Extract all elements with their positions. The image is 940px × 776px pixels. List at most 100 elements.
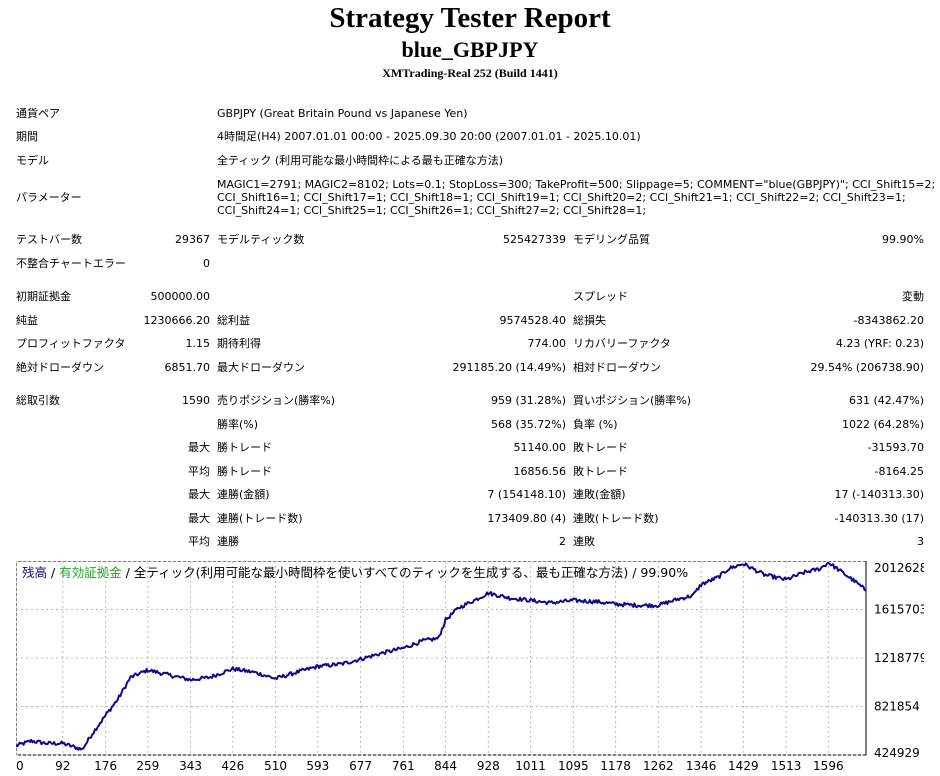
average-word: 平均 <box>188 465 210 478</box>
gross-profit-label: 総利益 <box>217 314 250 327</box>
bars-value: 29367 <box>175 233 210 246</box>
net-profit-value: 1230666.20 <box>143 314 210 327</box>
average-profit-value: 16856.56 <box>513 465 567 478</box>
relative-drawdown-value: 29.54% (206738.90) <box>810 361 924 374</box>
x-tick-label: 176 <box>94 759 117 773</box>
consecutive-wins-count-label: 連勝(トレード数) <box>217 512 303 525</box>
x-tick-label: 1178 <box>600 759 631 773</box>
consecutive-losses-count-value: -140313.30 (17) <box>834 512 924 525</box>
consecutive-losses-count-label: 連敗(トレード数) <box>573 512 659 525</box>
x-tick-label: 1346 <box>686 759 717 773</box>
average-loss-value: -8164.25 <box>874 465 924 478</box>
loss-trades-label: 負率 (%) <box>573 418 618 431</box>
balance-line <box>16 561 867 751</box>
period-label: 期間 <box>16 130 38 143</box>
x-tick-label: 92 <box>55 759 70 773</box>
legend-description: 全ティック(利用可能な最小時間枠を使いすべてのティックを生成する、最も正確な方法… <box>133 565 689 580</box>
largest-loss-label: 敗トレード <box>573 441 628 454</box>
x-tick-label: 1095 <box>558 759 589 773</box>
symbol-label: 通貨ペア <box>16 107 60 120</box>
ticks-label: モデルティック数 <box>217 233 305 246</box>
largest-loss-value: -31593.70 <box>867 441 924 454</box>
average-profit-label: 勝トレード <box>217 465 272 478</box>
ea-name: blue_GBPJPY <box>401 37 539 62</box>
params-label: パラメーター <box>16 191 82 204</box>
total-trades-label: 総取引数 <box>16 394 60 407</box>
expected-payoff-label: 期待利得 <box>217 337 261 350</box>
balance-chart-svg: 2012628 1615703 1218779 821854 424929 0 92 176… <box>16 561 924 773</box>
model-value: 全ティック (利用可能な最小時間枠による最も正確な方法) <box>217 154 504 167</box>
gross-loss-value: -8343862.20 <box>853 314 924 327</box>
gross-loss-label: 総損失 <box>573 314 606 327</box>
x-tick-label: 928 <box>477 759 500 773</box>
maximal-drawdown-value: 291185.20 (14.49%) <box>452 361 566 374</box>
x-tick-label: 1429 <box>728 759 759 773</box>
long-positions-value: 631 (42.47%) <box>848 394 924 407</box>
maximal-word: 最大 <box>188 512 210 525</box>
y-axis-ticks: 2012628 1615703 1218779 821854 424929 <box>874 561 924 760</box>
params-line: MAGIC1=2791; MAGIC2=8102; Lots=0.1; Stop… <box>217 178 936 191</box>
symbol-value: GBPJPY (Great Britain Pound vs Japanese … <box>217 107 468 120</box>
x-tick-label: 426 <box>221 759 244 773</box>
x-tick-label: 343 <box>179 759 202 773</box>
legend-equity: 有効証拠金 <box>59 565 122 580</box>
y-tick-label: 821854 <box>874 700 920 714</box>
params-value: MAGIC1=2791; MAGIC2=8102; Lots=0.1; Stop… <box>217 178 936 217</box>
x-tick-label: 677 <box>349 759 372 773</box>
absolute-drawdown-value: 6851.70 <box>164 361 211 374</box>
average-consecutive-word: 平均 <box>188 535 210 548</box>
x-axis-ticks: 0 92 176 259 343 426 510 593 677 761 844 928 1011 109… <box>16 759 844 773</box>
legend-separator: / <box>121 565 134 580</box>
legend-balance: 残高 <box>22 565 48 580</box>
bars-label: テストバー数 <box>16 233 82 246</box>
average-consecutive-wins-value: 2 <box>559 535 566 548</box>
x-tick-label: 1513 <box>771 759 802 773</box>
profit-trades-label: 勝率(%) <box>217 418 259 431</box>
y-tick-label: 1615703 <box>874 603 924 617</box>
absolute-drawdown-label: 絶対ドローダウン <box>16 361 104 374</box>
largest-profit-label: 勝トレード <box>217 441 272 454</box>
net-profit-label: 純益 <box>16 314 38 327</box>
x-tick-label: 0 <box>16 759 24 773</box>
y-tick-label: 1218779 <box>874 651 924 665</box>
average-consecutive-losses-label: 連敗 <box>573 535 595 548</box>
mismatch-label: 不整合チャートエラー <box>16 257 126 270</box>
consecutive-losses-money-label: 連敗(金額) <box>573 488 626 501</box>
deposit-label: 初期証拠金 <box>16 290 71 303</box>
consecutive-losses-money-value: 17 (-140313.30) <box>834 488 924 501</box>
loss-trades-value: 1022 (64.28%) <box>841 418 924 431</box>
average-loss-label: 敗トレード <box>573 465 628 478</box>
largest-word: 最大 <box>188 441 210 454</box>
mismatch-value: 0 <box>203 257 210 270</box>
quality-value: 99.90% <box>882 233 924 246</box>
x-tick-label: 1011 <box>515 759 546 773</box>
profit-factor-value: 1.15 <box>185 337 211 350</box>
x-tick-label: 1262 <box>643 759 674 773</box>
x-tick-label: 1596 <box>813 759 844 773</box>
balance-chart: 2012628 1615703 1218779 821854 424929 0 92 176… <box>16 561 924 776</box>
params-line: CCI_Shift24=1; CCI_Shift25=1; CCI_Shift2… <box>217 204 647 217</box>
quality-label: モデリング品質 <box>573 233 650 246</box>
period-value: 4時間足(H4) 2007.01.01 00:00 - 2025.09.30 2… <box>217 130 641 143</box>
consecutive-wins-money-label: 連勝(金額) <box>217 488 270 501</box>
x-tick-label: 259 <box>136 759 159 773</box>
profit-factor-label: プロフィットファクタ <box>16 337 126 350</box>
largest-profit-value: 51140.00 <box>513 441 567 454</box>
relative-drawdown-label: 相対ドローダウン <box>573 361 661 374</box>
ticks-value: 525427339 <box>503 233 566 246</box>
long-positions-label: 買いポジション(勝率%) <box>573 394 692 407</box>
consecutive-wins-count-value: 173409.80 (4) <box>487 512 566 525</box>
maximal-drawdown-label: 最大ドローダウン <box>217 361 305 374</box>
chart-legend: 残高 / 有効証拠金 / 全ティック(利用可能な最小時間枠を使いすべてのティック… <box>22 565 688 580</box>
x-tick-label: 761 <box>392 759 415 773</box>
profit-trades-value: 568 (35.72%) <box>490 418 566 431</box>
report-title: Strategy Tester Report <box>329 2 611 34</box>
x-tick-label: 844 <box>434 759 457 773</box>
gross-profit-value: 9574528.40 <box>499 314 566 327</box>
short-positions-label: 売りポジション(勝率%) <box>217 394 336 407</box>
expected-payoff-value: 774.00 <box>527 337 567 350</box>
spread-value: 変動 <box>902 290 924 303</box>
consecutive-wins-money-value: 7 (154148.10) <box>487 488 566 501</box>
average-consecutive-wins-label: 連勝 <box>217 535 239 548</box>
y-tick-label: 424929 <box>874 746 920 760</box>
